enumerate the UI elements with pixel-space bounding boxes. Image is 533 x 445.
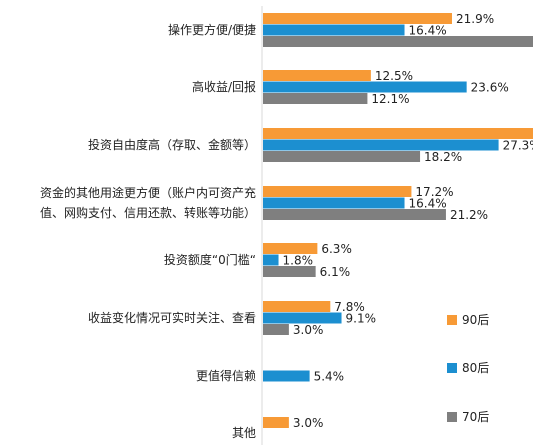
data-label-orange-7: 3.0% bbox=[293, 416, 324, 430]
category-label-line: 高收益/回报 bbox=[191, 80, 256, 94]
bar-blue-0 bbox=[263, 24, 405, 36]
legend-label-blue: 80后 bbox=[462, 361, 490, 375]
category-label-3: 资金的其他用途更方便（账户内可资产充 值、网购支付、信用还款、转账等功能） bbox=[6, 183, 256, 223]
bar-orange-4 bbox=[263, 243, 318, 254]
category-label-4: 投资额度“0门槛“ bbox=[6, 250, 256, 270]
bar-blue-4 bbox=[263, 254, 279, 266]
category-label-6: 更值得信赖 bbox=[6, 366, 256, 386]
category-label-line: 投资自由度高（存取、金额等） bbox=[87, 138, 256, 152]
category-label-line: 收益变化情况可实时关注、查看 bbox=[87, 311, 256, 325]
bar-blue-1 bbox=[263, 81, 467, 93]
data-label-orange-1: 12.5% bbox=[375, 69, 413, 83]
data-label-gray-2: 18.2% bbox=[424, 150, 462, 164]
legend-label-orange: 90后 bbox=[462, 313, 490, 327]
category-label-line: 更值得信赖 bbox=[195, 369, 256, 383]
category-label-line: 资金的其他用途更方便（账户内可资产充 bbox=[39, 186, 256, 200]
category-label-0: 操作更方便/便捷 bbox=[6, 20, 256, 40]
category-label-line: 其他 bbox=[231, 426, 256, 440]
bar-gray-0 bbox=[263, 36, 533, 47]
data-label-gray-4: 6.1% bbox=[320, 265, 351, 279]
category-label-line: 值、网购支付、信用还款、转账等功能） bbox=[39, 206, 256, 220]
bar-orange-5 bbox=[263, 301, 331, 312]
bar-orange-3 bbox=[263, 186, 412, 197]
data-label-blue-1: 23.6% bbox=[471, 81, 509, 95]
data-label-orange-4: 6.3% bbox=[321, 242, 352, 256]
bar-orange-7 bbox=[263, 417, 289, 428]
category-label-1: 高收益/回报 bbox=[6, 77, 256, 97]
category-label-line: 操作更方便/便捷 bbox=[167, 23, 256, 37]
bar-orange-1 bbox=[263, 70, 371, 81]
bar-gray-5 bbox=[263, 324, 289, 335]
data-label-gray-5: 3.0% bbox=[293, 323, 324, 337]
data-label-blue-5: 9.1% bbox=[346, 312, 377, 326]
data-label-blue-0: 16.4% bbox=[409, 24, 447, 38]
category-label-2: 投资自由度高（存取、金额等） bbox=[6, 135, 256, 155]
data-label-orange-0: 21.9% bbox=[456, 12, 494, 26]
legend-swatch-blue bbox=[447, 363, 457, 373]
data-label-orange-3: 17.2% bbox=[415, 185, 453, 199]
data-label-orange-5: 7.8% bbox=[334, 300, 365, 314]
bar-blue-2 bbox=[263, 139, 499, 151]
data-label-blue-6: 5.4% bbox=[314, 370, 345, 384]
category-label-7: 其他 bbox=[6, 423, 256, 443]
data-label-blue-2: 27.3% bbox=[503, 139, 533, 153]
data-label-gray-3: 21.2% bbox=[450, 208, 488, 222]
bar-gray-4 bbox=[263, 266, 316, 277]
legend-label-gray: 70后 bbox=[462, 410, 490, 424]
bar-gray-1 bbox=[263, 93, 368, 104]
legend-swatch-orange bbox=[447, 315, 457, 325]
category-label-5: 收益变化情况可实时关注、查看 bbox=[6, 308, 256, 328]
category-label-line: 投资额度“0门槛“ bbox=[163, 253, 256, 267]
bar-orange-0 bbox=[263, 13, 452, 24]
data-label-blue-3: 16.4% bbox=[409, 197, 447, 211]
data-label-gray-1: 12.1% bbox=[371, 92, 409, 106]
bar-blue-5 bbox=[263, 312, 342, 324]
bar-blue-6 bbox=[263, 370, 310, 382]
data-label-blue-4: 1.8% bbox=[283, 254, 314, 268]
bar-orange-2 bbox=[263, 128, 533, 139]
bar-gray-2 bbox=[263, 151, 421, 162]
bar-gray-3 bbox=[263, 209, 446, 220]
legend-swatch-gray bbox=[447, 412, 457, 422]
bar-blue-3 bbox=[263, 197, 405, 209]
